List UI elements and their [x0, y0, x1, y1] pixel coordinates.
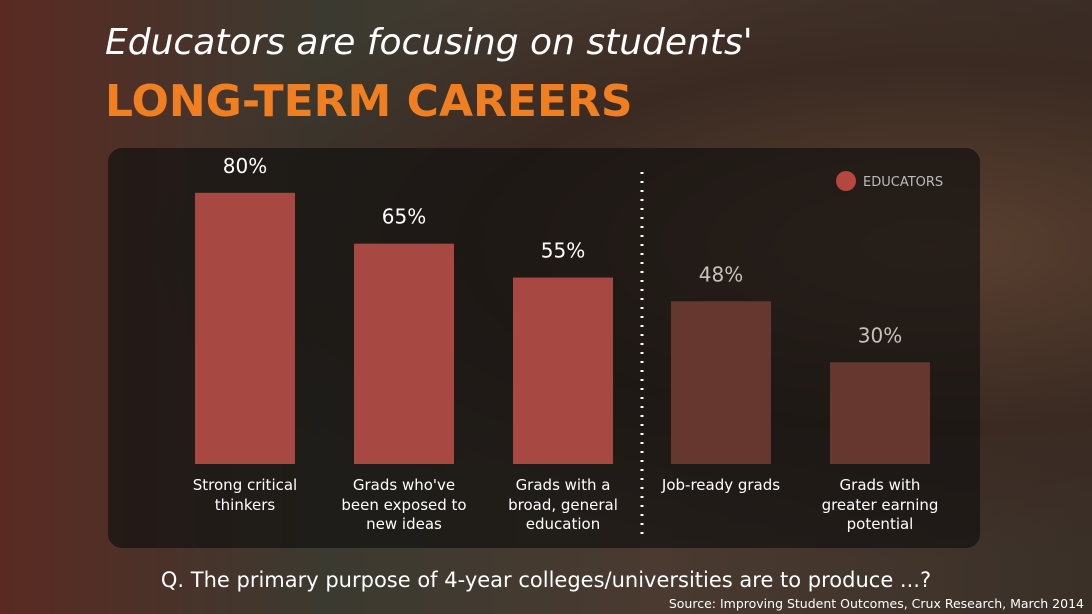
x-tick-label: Strong critical thinkers: [192, 476, 298, 514]
legend-label: EDUCATORS: [863, 175, 943, 190]
chart-subtitle: LONG-TERM CAREERS: [105, 76, 633, 127]
x-tick-label: Grads who've been exposed to new ideas: [341, 476, 467, 533]
question: Q. The primary purpose of 4-year college…: [160, 568, 932, 592]
bar: [513, 277, 613, 464]
chart-title: Educators are focusing on students': [105, 22, 753, 63]
bar: [354, 243, 454, 464]
value-label: 30%: [858, 323, 902, 347]
value-label: 55%: [541, 239, 585, 263]
bar: [671, 301, 771, 464]
value-label: 65%: [382, 205, 426, 229]
value-label: 48%: [699, 262, 743, 286]
x-tick-label: Job-ready grads: [661, 476, 781, 494]
value-label: 80%: [223, 154, 267, 178]
legend-swatch: [836, 171, 856, 191]
bar: [195, 192, 295, 465]
source: Source: Improving Student Outcomes, Crux…: [668, 596, 1084, 611]
bar: [830, 362, 930, 464]
x-tick-label: Grads with a broad, general education: [508, 476, 618, 533]
x-tick-label: Grads with greater earning potential: [821, 476, 939, 533]
